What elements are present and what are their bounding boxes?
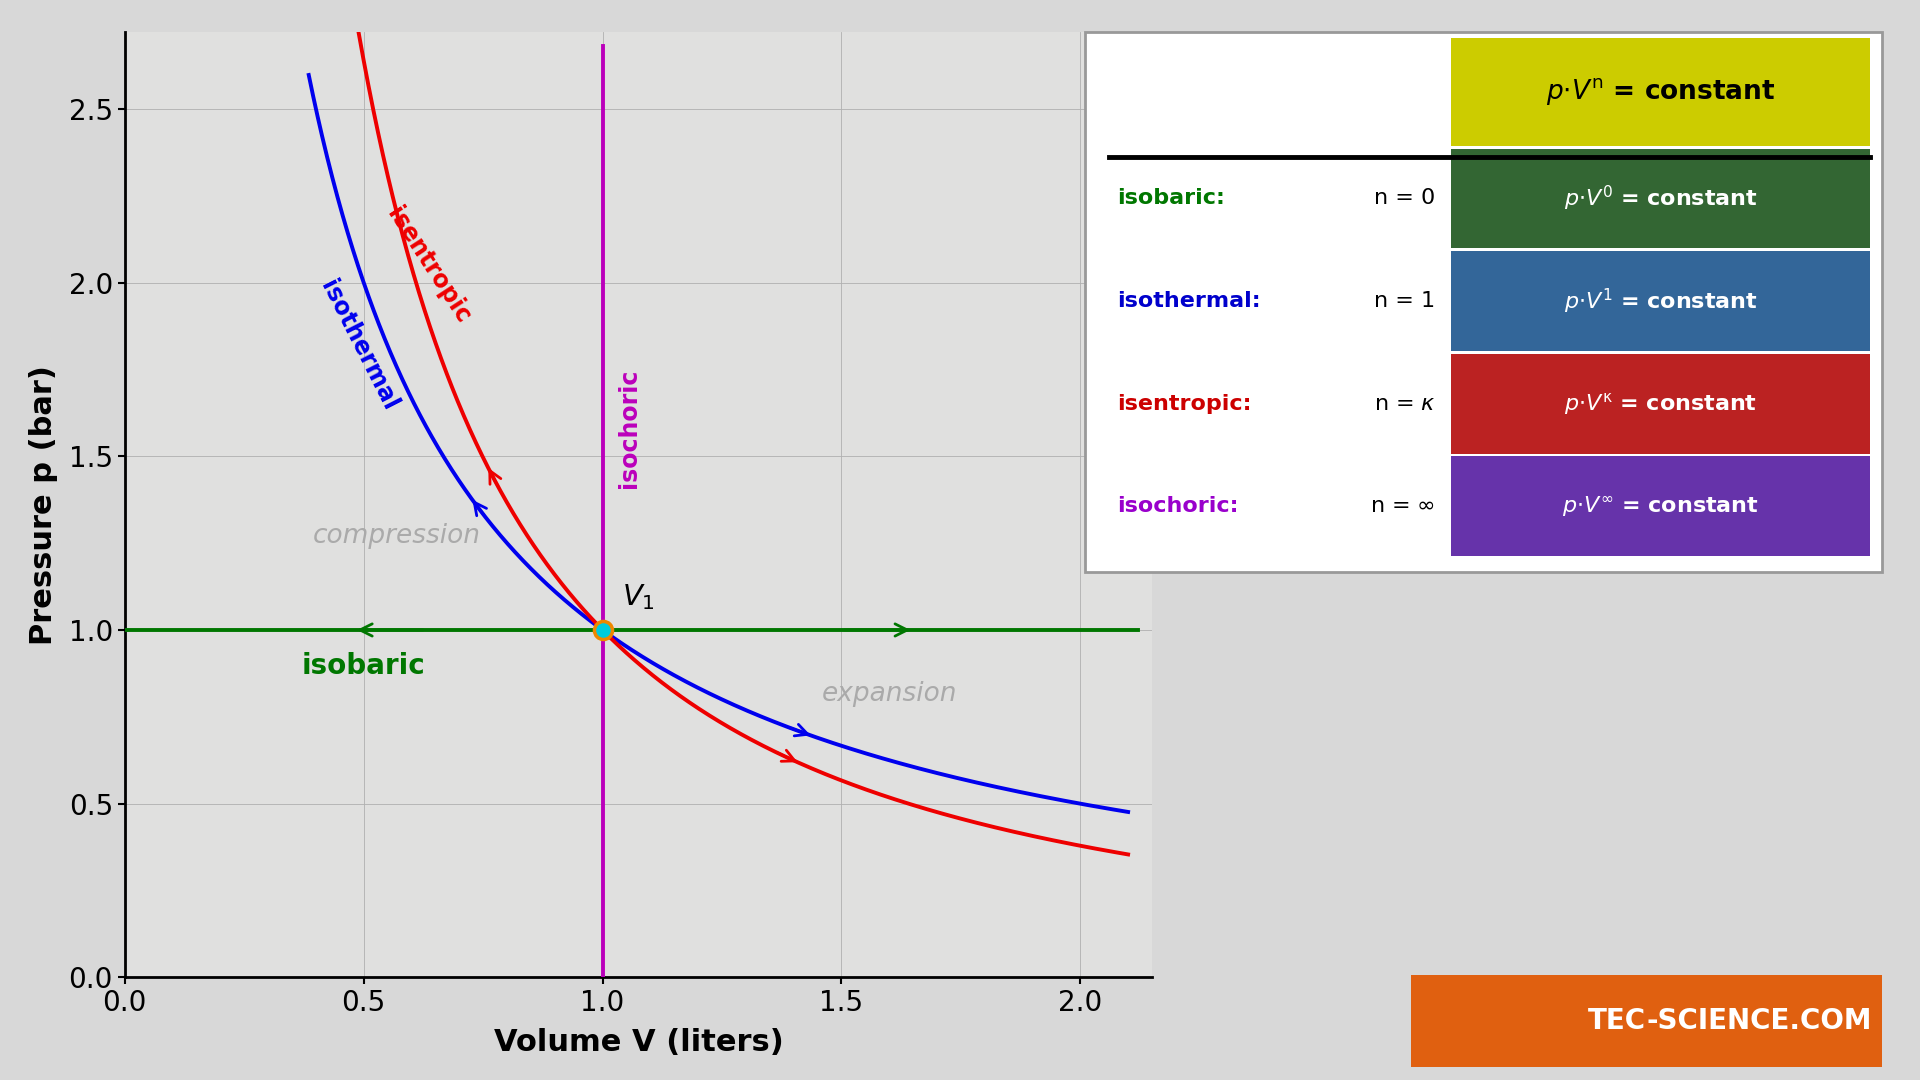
Text: n = $\kappa$: n = $\kappa$ [1373, 393, 1436, 414]
Text: isochoric: isochoric [616, 368, 641, 488]
FancyBboxPatch shape [1452, 456, 1870, 556]
Text: isobaric:: isobaric: [1117, 188, 1225, 208]
Text: $p{\cdot}V^{\rm 0}$ = constant: $p{\cdot}V^{\rm 0}$ = constant [1563, 184, 1757, 213]
X-axis label: Volume V (liters): Volume V (liters) [493, 1028, 783, 1057]
Text: isobaric: isobaric [301, 652, 426, 680]
FancyBboxPatch shape [1085, 32, 1882, 572]
Text: isentropic: isentropic [382, 203, 474, 327]
Text: isothermal:: isothermal: [1117, 291, 1260, 311]
Text: $p{\cdot}V^{\rm \kappa}$ = constant: $p{\cdot}V^{\rm \kappa}$ = constant [1565, 391, 1757, 417]
Text: $p{\cdot}V^{\rm n}$ = constant: $p{\cdot}V^{\rm n}$ = constant [1546, 77, 1776, 107]
Text: $p{\cdot}V^{\rm 1}$ = constant: $p{\cdot}V^{\rm 1}$ = constant [1563, 286, 1757, 315]
Text: $p{\cdot}V^{\rm \infty}$ = constant: $p{\cdot}V^{\rm \infty}$ = constant [1563, 494, 1759, 518]
FancyBboxPatch shape [1388, 971, 1905, 1071]
Text: $V_1$: $V_1$ [622, 582, 655, 612]
Text: n = 1: n = 1 [1375, 291, 1436, 311]
Text: TEC: TEC [1588, 1008, 1647, 1035]
Y-axis label: Pressure p (bar): Pressure p (bar) [29, 365, 58, 645]
Text: n = 0: n = 0 [1375, 188, 1436, 208]
FancyBboxPatch shape [1452, 354, 1870, 454]
Text: -SCIENCE.COM: -SCIENCE.COM [1647, 1008, 1872, 1035]
Text: isothermal: isothermal [315, 275, 401, 415]
FancyBboxPatch shape [1452, 38, 1870, 146]
Text: expansion: expansion [822, 681, 956, 707]
FancyBboxPatch shape [1452, 252, 1870, 351]
FancyBboxPatch shape [1452, 148, 1870, 248]
Text: isentropic:: isentropic: [1117, 393, 1252, 414]
Text: compression: compression [313, 523, 482, 549]
Text: n = $\infty$: n = $\infty$ [1371, 496, 1436, 516]
Text: isochoric:: isochoric: [1117, 496, 1238, 516]
